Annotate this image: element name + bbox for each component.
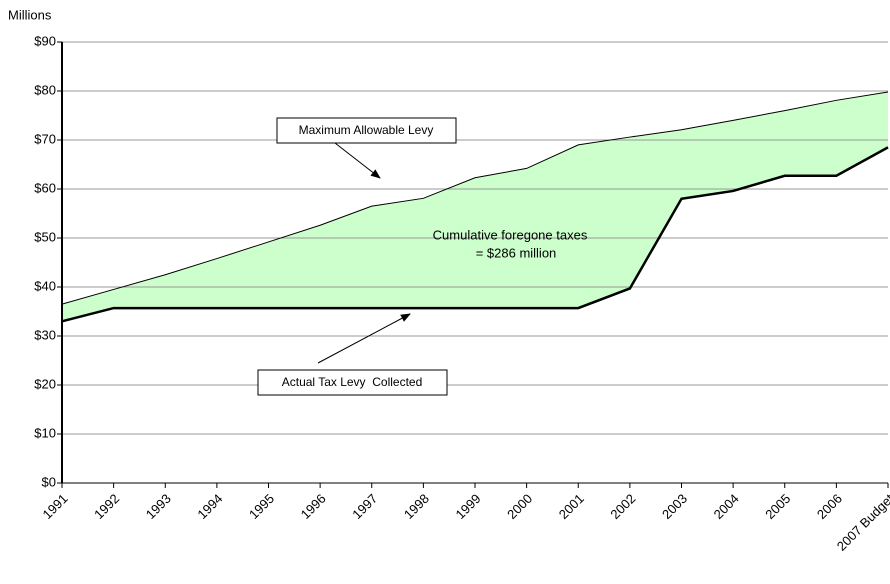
x-tick-label: 1999: [452, 491, 483, 522]
annotation: = $286 million: [476, 245, 557, 260]
y-tick-label: $10: [34, 425, 56, 440]
arrow: [334, 142, 381, 179]
foregone-area: [62, 91, 888, 322]
x-tick-label: 2002: [607, 491, 638, 522]
y-tick-label: $90: [34, 33, 56, 48]
y-tick-label: $70: [34, 131, 56, 146]
series-line: [61, 146, 889, 323]
x-tick-label: 1997: [349, 491, 380, 522]
x-tick-label: 1993: [143, 491, 174, 522]
annotation-box: [257, 369, 448, 396]
arrow: [317, 313, 411, 364]
y-tick-label: $20: [34, 376, 56, 391]
x-tick-label: 2003: [659, 491, 690, 522]
y-axis-label: Millions: [8, 7, 52, 22]
series-annotation: Maximum Allowable Levy: [299, 123, 434, 137]
y-tick-label: $40: [34, 278, 56, 293]
x-tick-label: 1994: [194, 491, 225, 522]
x-tick-label: 2006: [814, 491, 845, 522]
series-line: [61, 91, 889, 305]
x-tick-label: 2004: [711, 491, 742, 522]
y-tick-label: $60: [34, 180, 56, 195]
y-tick-label: $30: [34, 327, 56, 342]
x-tick-label: 1995: [246, 491, 277, 522]
series-annotation: Actual Tax Levy Collected: [282, 375, 423, 389]
x-tick-label: 1992: [91, 491, 122, 522]
annotation-box: [276, 117, 457, 144]
y-tick-label: $0: [42, 474, 56, 489]
x-tick-label: 1991: [39, 491, 70, 522]
x-tick-label: 2000: [504, 491, 535, 522]
x-tick-label: 2001: [556, 491, 587, 522]
x-tick-label: 1996: [298, 491, 329, 522]
annotation: Cumulative foregone taxes: [433, 227, 588, 242]
y-tick-label: $50: [34, 229, 56, 244]
x-tick-label: 1998: [401, 491, 432, 522]
y-tick-label: $80: [34, 82, 56, 97]
x-tick-label: 2005: [762, 491, 793, 522]
